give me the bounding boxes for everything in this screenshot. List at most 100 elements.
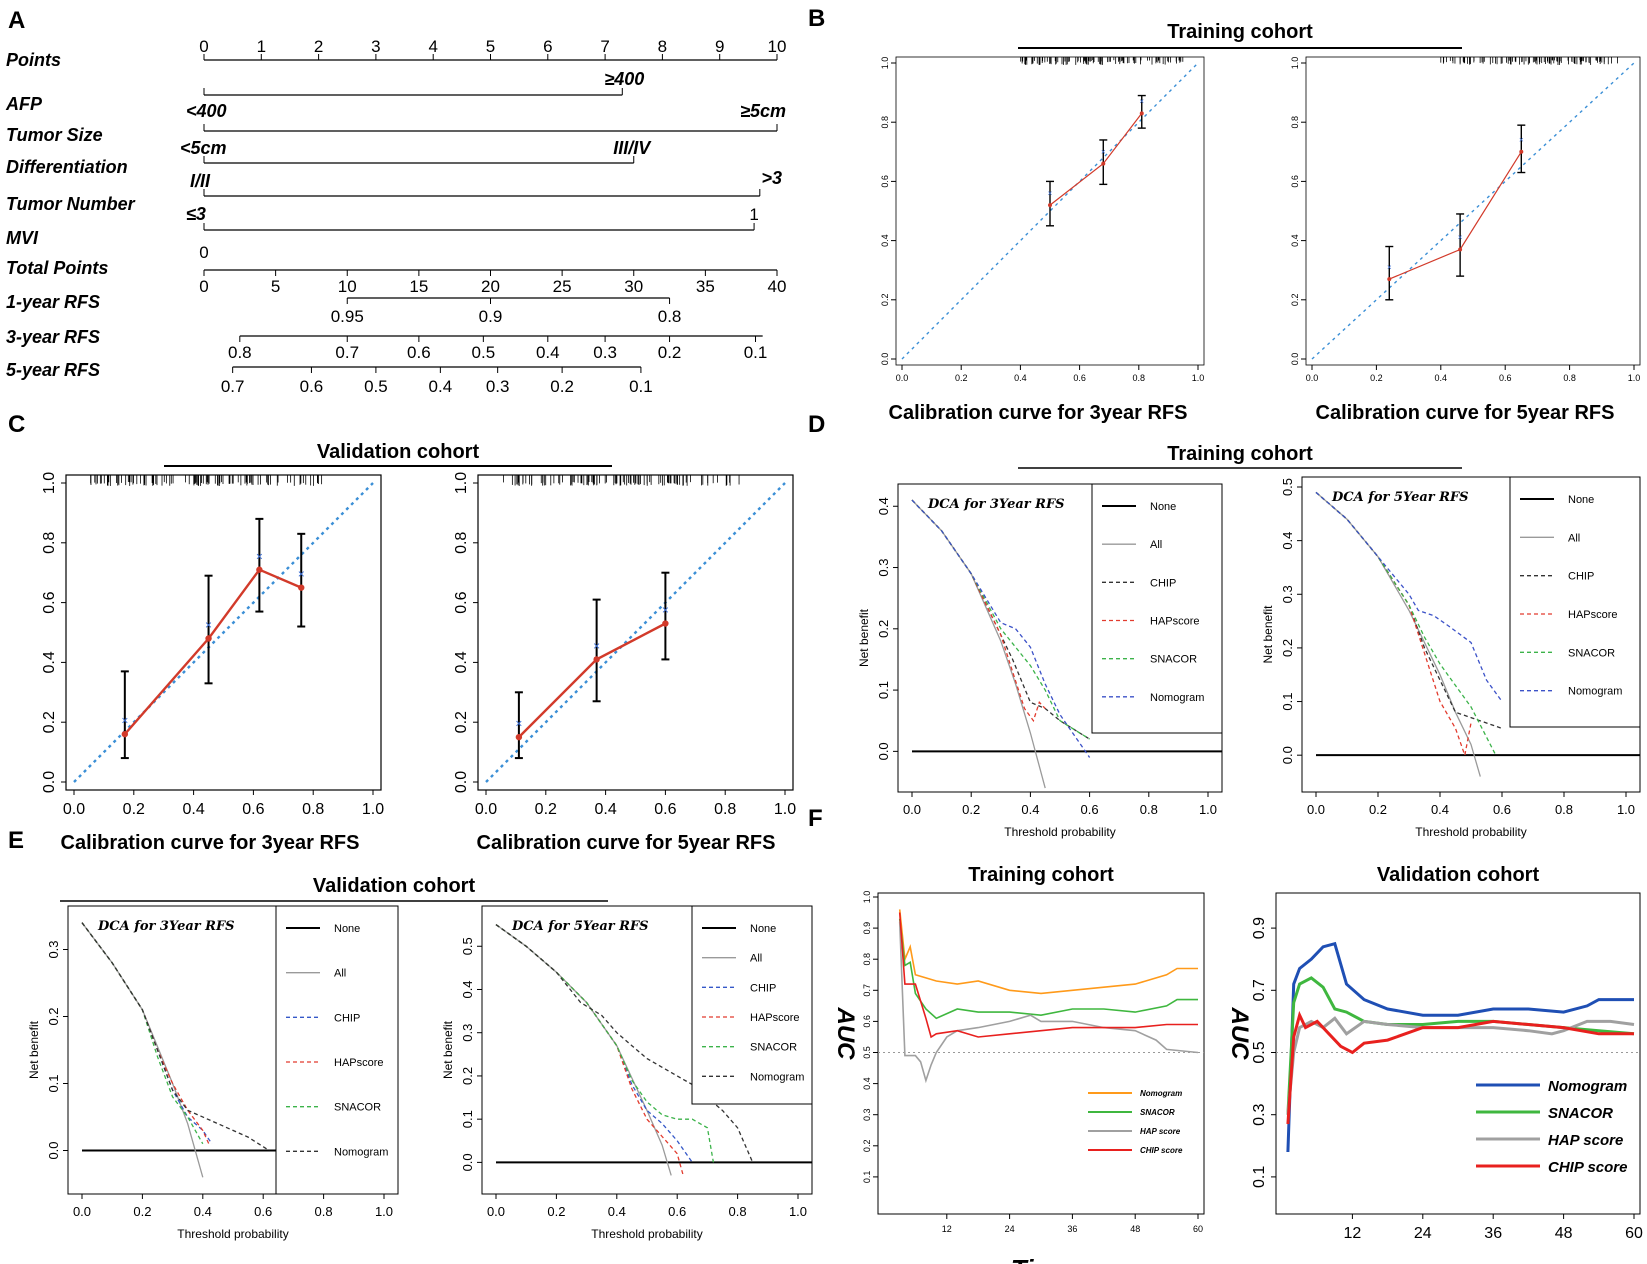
x-tick-label: 0.6: [654, 801, 676, 818]
x-tick-label: 0.8: [1555, 802, 1573, 817]
panel-letter-c: C: [8, 411, 25, 438]
y-tick-label: 0.2: [460, 1067, 475, 1085]
rfs-tick-label: 0.2: [658, 343, 682, 362]
dca-series-hapscore: [1315, 491, 1472, 758]
y-tick-label: 0.2: [1280, 639, 1295, 657]
dca-series-snacor: [1315, 491, 1497, 756]
x-tick-label: 0.0: [487, 1204, 505, 1219]
e-3y-dca-plot: 0.0 0.2 0.4 0.6 0.8 1.0 0.0 0.1 0.2 0.3 Threshold …: [27, 905, 399, 1241]
rfs-tick-label: 0.6: [300, 377, 324, 396]
y-tick-label: 0.2: [1290, 294, 1300, 307]
y-tick-label: 1.0: [880, 57, 890, 70]
x-tick-label: 0.2: [962, 802, 980, 817]
predicted-marker: ×: [1101, 147, 1106, 156]
legend-box: [1091, 483, 1223, 734]
observed-point: [1458, 247, 1463, 252]
calibration-caption: Calibration curve for 5year RFS: [477, 832, 776, 854]
b-3y-calibration-plot: 0.0 0.0 0.2 0.2 0.4 0.4 0.6 0.6 0.8 0.8 1.0 1.0 × × ×: [880, 56, 1205, 383]
total-tick-label: 0: [199, 277, 208, 296]
observed-point: [515, 733, 523, 741]
dca-series-nomogram: [1315, 491, 1503, 702]
auc-series: [1286, 941, 1634, 1153]
x-tick-label: 60: [1625, 1225, 1643, 1242]
y-tick-label: 0.9: [862, 922, 872, 935]
y-tick-label: 0.6: [1290, 175, 1300, 188]
total-tick-label: 20: [481, 277, 500, 296]
x-tick-label: 0.6: [1073, 373, 1086, 383]
legend-entry: CHIP score: [1140, 1146, 1183, 1155]
x-tick-label: 0.8: [302, 801, 324, 818]
ideal-diagonal: [73, 482, 374, 783]
y-tick-label: 0.1: [1251, 1166, 1268, 1188]
y-tick-label: 0.5: [862, 1046, 872, 1059]
points-tick-label: 4: [428, 37, 437, 56]
dca-series-snacor: [81, 922, 204, 1145]
rfs-tick-label: 0.6: [407, 343, 431, 362]
y-tick-label: 0.1: [46, 1074, 61, 1092]
dca-series-chip: [911, 499, 1090, 740]
observed-point: [1139, 111, 1144, 116]
auc-series: [1286, 1016, 1635, 1115]
legend-entry: CHIP score: [1548, 1159, 1627, 1176]
x-tick-label: 0.0: [903, 802, 921, 817]
observed-point: [205, 635, 212, 642]
legend-entry: Nomogram: [334, 1146, 388, 1158]
observed-point: [662, 620, 669, 627]
legend-entry: SNACOR: [1140, 1108, 1175, 1117]
observed-point: [593, 656, 600, 663]
x-tick-label: 0.2: [547, 1204, 565, 1219]
points-tick-label: 2: [314, 37, 323, 56]
x-tick-label: 1.0: [789, 1204, 807, 1219]
x-tick-label: 0.0: [1306, 373, 1319, 383]
y-tick-label: 0.8: [880, 116, 890, 129]
y-tick-label: 1.0: [862, 891, 872, 904]
cohort-title: Training cohort: [1167, 443, 1313, 465]
x-tick-label: 0.2: [1370, 373, 1383, 383]
rfs-tick-label: 0.95: [331, 307, 364, 326]
dca-inner-title: DCA for 5Year RFS: [511, 919, 649, 934]
b-5y-calibration-plot: 0.0 0.0 0.2 0.2 0.4 0.4 0.6 0.6 0.8 0.8 1.0 1.0 × × ×: [1290, 56, 1641, 383]
x-tick-label: 0.4: [608, 1204, 626, 1219]
observed-curve: [123, 568, 302, 735]
calibration-caption: Calibration curve for 3year RFS: [889, 402, 1188, 424]
y-tick-label: 1.0: [1290, 57, 1300, 70]
x-tick-label: 60: [1193, 1224, 1203, 1234]
cohort-title: Validation cohort: [1377, 864, 1540, 886]
predictor-level-label: ≥5cm: [740, 101, 786, 121]
y-tick-label: 0.3: [460, 1024, 475, 1042]
legend-entry: All: [334, 968, 346, 980]
points-tick-label: 5: [486, 37, 495, 56]
x-tick-label: 1.0: [1192, 373, 1205, 383]
auc-series: [1286, 1010, 1634, 1125]
dca-series-all: [1315, 491, 1481, 777]
x-tick-label: 0.4: [594, 801, 616, 818]
y-tick-label: 0.4: [41, 651, 58, 673]
x-tick-label: 0.4: [182, 801, 204, 818]
observed-point: [1101, 161, 1106, 166]
x-tick-label: 0.6: [242, 801, 264, 818]
dca-series-all: [81, 922, 204, 1178]
dca-inner-title: DCA for 3Year RFS: [97, 919, 235, 934]
legend-entry: CHIP: [1150, 577, 1176, 589]
y-tick-label: 0.4: [862, 1077, 872, 1090]
total-tick-label: 15: [409, 277, 428, 296]
legend-entry: CHIP: [750, 982, 776, 994]
auc-series: [898, 912, 1198, 1039]
predictor-level-label: 1: [749, 205, 758, 224]
y-tick-label: 0.3: [1251, 1103, 1268, 1125]
predictor-level-label: >3: [761, 168, 782, 188]
d-3y-dca-plot: 0.0 0.2 0.4 0.6 0.8 1.0 0.0 0.1 0.2 0.3 0.4 Thresho…: [857, 483, 1223, 839]
total-tick-label: 5: [271, 277, 280, 296]
points-tick-label: 8: [658, 37, 667, 56]
f-valid-auc-plot: 12 24 36 48 60 0.1 0.3 0.5 0.7 0.9 Validation coho…: [1226, 864, 1643, 1264]
predicted-marker: ×: [1139, 97, 1144, 106]
predicted-marker: ×: [1048, 189, 1053, 198]
x-tick-label: 24: [1414, 1225, 1432, 1242]
y-tick-label: 0.6: [880, 175, 890, 188]
predicted-marker: ×: [298, 567, 305, 581]
rfs-tick-label: 0.4: [536, 343, 560, 362]
row-label: Tumor Size: [6, 125, 103, 145]
rfs-tick-label: 0.7: [335, 343, 359, 362]
x-tick-label: 0.0: [1307, 802, 1325, 817]
panel-letter-d: D: [808, 411, 825, 438]
